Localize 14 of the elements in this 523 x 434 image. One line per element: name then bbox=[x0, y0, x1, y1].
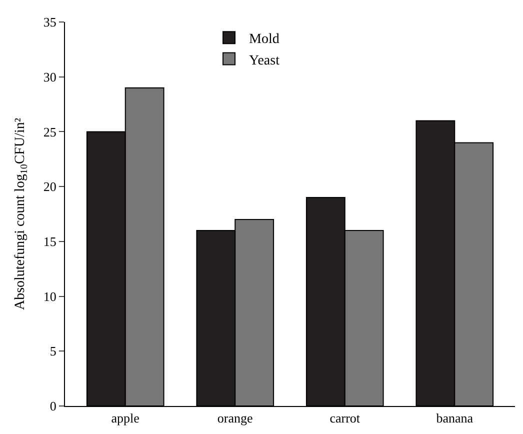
y-tick-label: 5 bbox=[50, 344, 56, 359]
y-tick-label: 15 bbox=[43, 234, 56, 249]
y-tick-label: 10 bbox=[43, 288, 56, 304]
legend-label: Yeast bbox=[249, 53, 280, 68]
y-tick-label: 30 bbox=[43, 69, 56, 84]
x-tick-label: apple bbox=[111, 410, 140, 426]
x-tick-label: banana bbox=[436, 410, 474, 426]
x-tick-label: carrot bbox=[330, 410, 360, 426]
y-tick-label: 0 bbox=[50, 398, 56, 414]
y-tick-label: 20 bbox=[43, 179, 56, 194]
legend-label: Mold bbox=[249, 32, 280, 48]
y-tick-label: 25 bbox=[43, 124, 56, 140]
y-tick-label: 35 bbox=[43, 14, 56, 30]
x-tick-label: orange bbox=[217, 410, 254, 426]
